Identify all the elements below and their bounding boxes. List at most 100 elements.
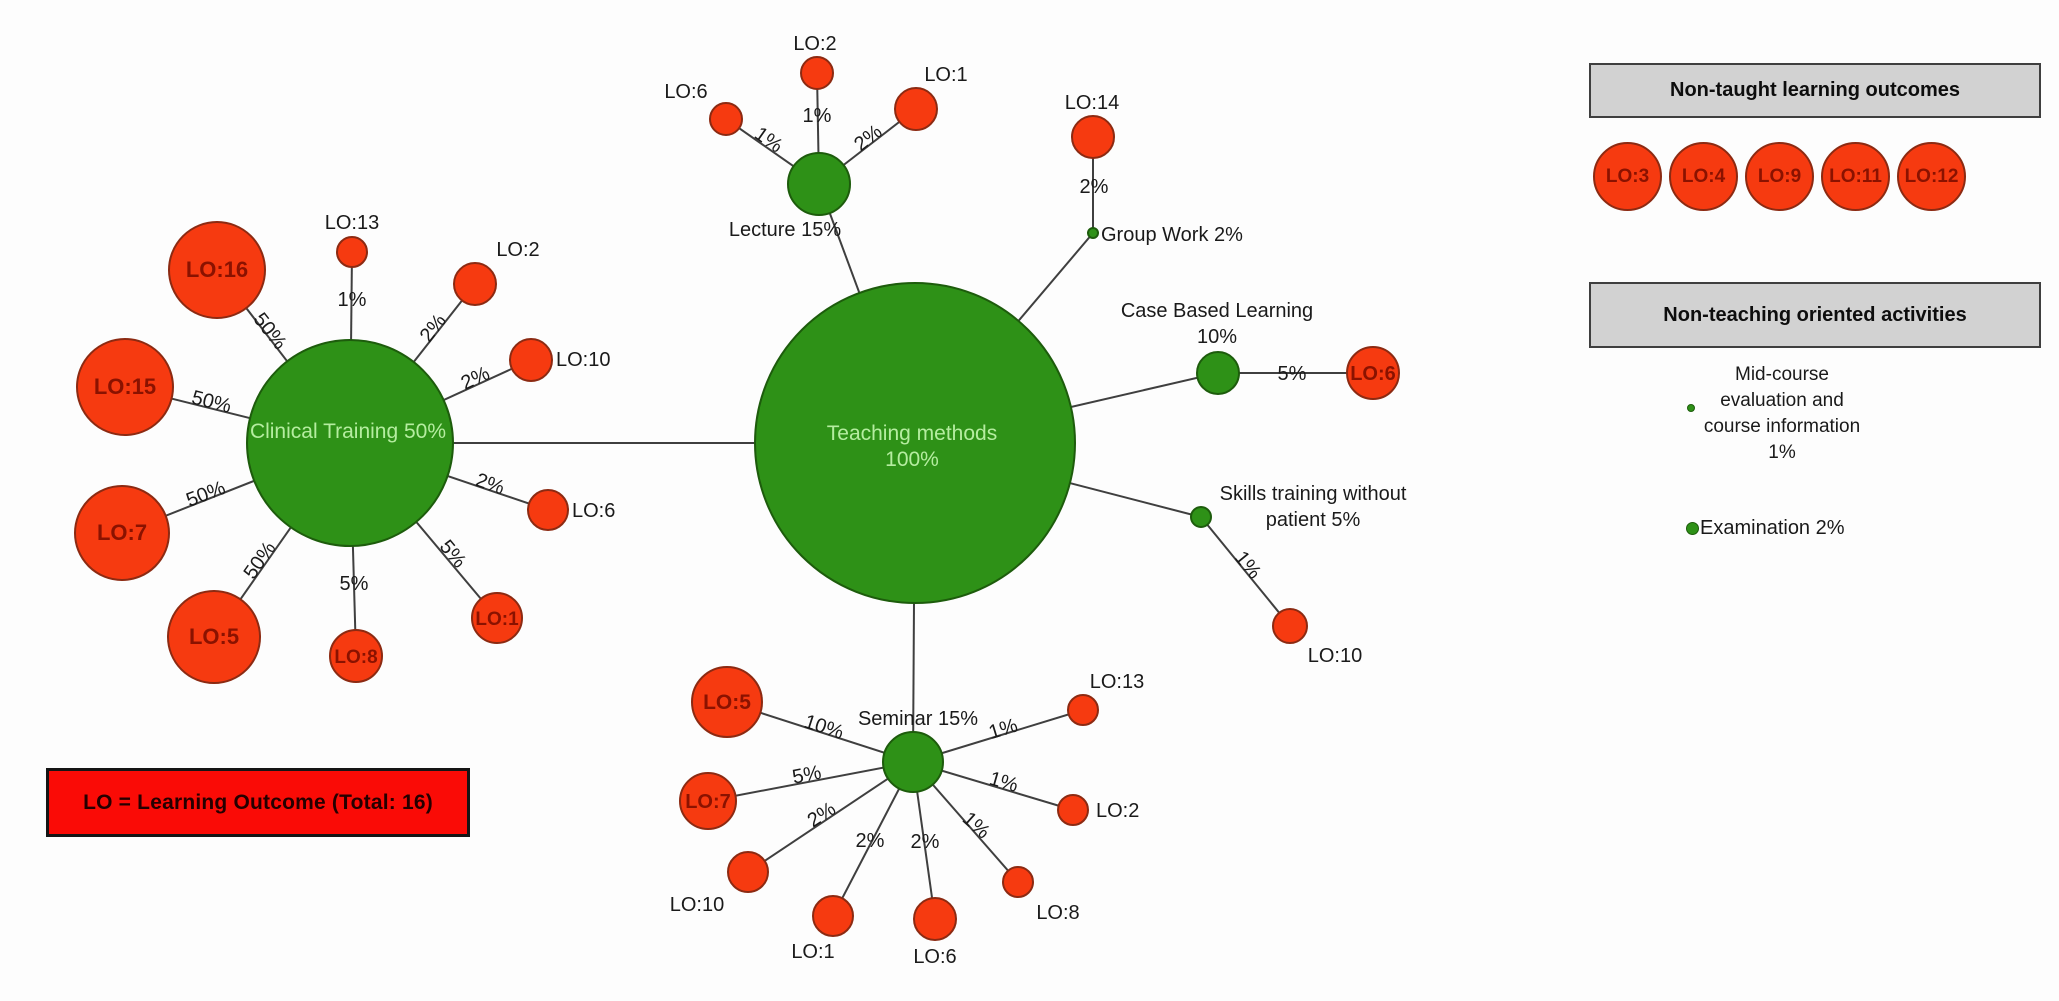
node-skills-lo10 [1272, 608, 1308, 644]
mid-course-line: course information [1703, 416, 1861, 437]
mid-course-line: evaluation and [1720, 390, 1844, 411]
edge-label-seminar-lo5: 10% [801, 711, 846, 744]
non-taught-circles-row: LO:3 LO:4 LO:9 LO:11 LO:12 [1593, 142, 1966, 211]
node-clinical-lo13 [336, 236, 368, 268]
node-clinical-lo5 [167, 590, 261, 684]
node-clinical-lo7 [74, 485, 170, 581]
mid-course-dot-icon [1687, 404, 1695, 412]
node-label-clinical-lo16: LO:16 [186, 257, 248, 282]
node-teaching [754, 282, 1076, 604]
edge-label-clinical-lo5: 50% [240, 538, 281, 584]
node-label-skills-lo10: LO:10 [1308, 645, 1362, 667]
edge-label-clinical-lo7: 50% [183, 477, 228, 512]
edge-label-clinical-lo13: 1% [338, 289, 367, 311]
node-label-clinical: Clinical Training 50% [250, 420, 446, 443]
edge-label-lo14-groupwork: 2% [1080, 176, 1109, 198]
edge-label-lecture-lo1: 2% [850, 121, 886, 156]
node-label-seminar-lo7: LO:7 [685, 791, 731, 813]
node-clinical-lo2 [453, 262, 497, 306]
edge-label-seminar-lo7: 5% [791, 762, 824, 789]
edge-label-clinical-lo2: 2% [416, 310, 451, 346]
node-seminar-lo8 [1002, 866, 1034, 898]
edge-label-clinical-lo8: 5% [340, 573, 369, 595]
non-taught-lo-circle: LO:9 [1745, 142, 1814, 211]
panel-header-non-taught: Non-taught learning outcomes [1589, 63, 2041, 118]
edge-label-seminar-lo2: 1% [987, 768, 1021, 797]
edge-label-lecture-lo2: 1% [803, 105, 832, 127]
node-lecture [787, 152, 851, 216]
examination-dot-icon [1686, 522, 1699, 535]
node-clinical-lo8 [329, 629, 383, 683]
node-label-seminar-lo8: LO:8 [1036, 902, 1079, 924]
edge-label-clinical-lo10: 2% [458, 362, 494, 394]
legend-box: LO = Learning Outcome (Total: 16) [46, 768, 470, 837]
node-label-lecture-lo1: LO:1 [924, 64, 967, 86]
non-taught-lo-circle: LO:3 [1593, 142, 1662, 211]
node-label-clinical-lo6: LO:6 [572, 500, 615, 522]
node-seminar-lo1 [812, 895, 854, 937]
node-label-clinical-lo15: LO:15 [94, 374, 156, 399]
node-lecture-lo6 [709, 102, 743, 136]
node-label-seminar-lo5: LO:5 [703, 691, 751, 714]
node-label-lecture-lo2: LO:2 [793, 33, 836, 55]
node-seminar-lo5 [691, 666, 763, 738]
non-taught-lo-circle: LO:11 [1821, 142, 1890, 211]
node-seminar-lo7 [679, 772, 737, 830]
node-label-lecture: Lecture 15% [729, 219, 842, 241]
node-label-seminar-lo1: LO:1 [791, 941, 834, 963]
node-lo14 [1071, 115, 1115, 159]
node-label-teaching: Teaching methods 100% [827, 422, 997, 471]
non-taught-lo-circle: LO:12 [1897, 142, 1966, 211]
node-seminar [882, 731, 944, 793]
node-label-seminar-lo6: LO:6 [913, 946, 956, 968]
edge-seminar-lo10 [747, 761, 914, 873]
node-label-skills: Skills training without patient 5% [1220, 483, 1407, 531]
node-seminar-lo6 [913, 897, 957, 941]
edge-label-skills-lo10: 1% [1230, 547, 1265, 583]
node-label-seminar: Seminar 15% [858, 708, 978, 730]
node-label-seminar-lo13: LO:13 [1090, 671, 1144, 693]
node-clinical-lo6 [527, 489, 569, 531]
edge-seminar-lo7 [707, 761, 914, 802]
node-label-groupwork: Group Work 2% [1101, 224, 1243, 246]
edge-skills-lo10 [1200, 516, 1291, 627]
edge-label-seminar-lo6: 2% [911, 831, 940, 853]
edge-label-seminar-lo8: 1% [958, 808, 994, 844]
node-label-cbl-lo6: LO:6 [1350, 363, 1396, 385]
node-label-clinical-lo2: LO:2 [496, 239, 539, 261]
node-seminar-lo13 [1067, 694, 1099, 726]
edge-label-lecture-lo6: 1% [750, 123, 786, 158]
node-label-cbl: Case Based Learning 10% [1121, 300, 1313, 348]
node-clinical-lo15 [76, 338, 174, 436]
node-seminar-lo2 [1057, 794, 1089, 826]
node-label-lecture-lo6: LO:6 [664, 81, 707, 103]
mid-course-line: Mid-course [1735, 364, 1829, 385]
node-clinical-lo1 [471, 592, 523, 644]
node-cbl-lo6 [1346, 346, 1400, 400]
node-clinical-lo16 [168, 221, 266, 319]
node-groupwork [1087, 227, 1099, 239]
node-clinical-lo10 [509, 338, 553, 382]
mid-course-line: 1% [1768, 442, 1796, 463]
edge-label-cbl-lo6: 5% [1278, 363, 1307, 385]
examination-label: Examination 2% [1700, 517, 1845, 539]
node-clinical [246, 339, 454, 547]
edge-label-clinical-lo15: 50% [189, 387, 233, 418]
mid-course-item: Mid-course evaluation and course informa… [1690, 362, 1874, 466]
node-label-clinical-lo10: LO:10 [556, 349, 610, 371]
node-label-clinical-lo7: LO:7 [97, 520, 147, 545]
node-cbl [1196, 351, 1240, 395]
node-lecture-lo1 [894, 87, 938, 131]
examination-item: Examination 2% [1686, 517, 1845, 540]
edge-label-seminar-lo1: 2% [856, 830, 885, 852]
node-skills [1190, 506, 1212, 528]
edge-label-seminar-lo10: 2% [804, 798, 840, 832]
node-seminar-lo10 [727, 851, 769, 893]
non-taught-lo-circle: LO:4 [1669, 142, 1738, 211]
node-lecture-lo2 [800, 56, 834, 90]
edge-label-clinical-lo16: 50% [249, 309, 291, 354]
panel-header-non-teaching: Non-teaching oriented activities [1589, 282, 2041, 348]
node-label-clinical-lo8: LO:8 [334, 647, 377, 668]
